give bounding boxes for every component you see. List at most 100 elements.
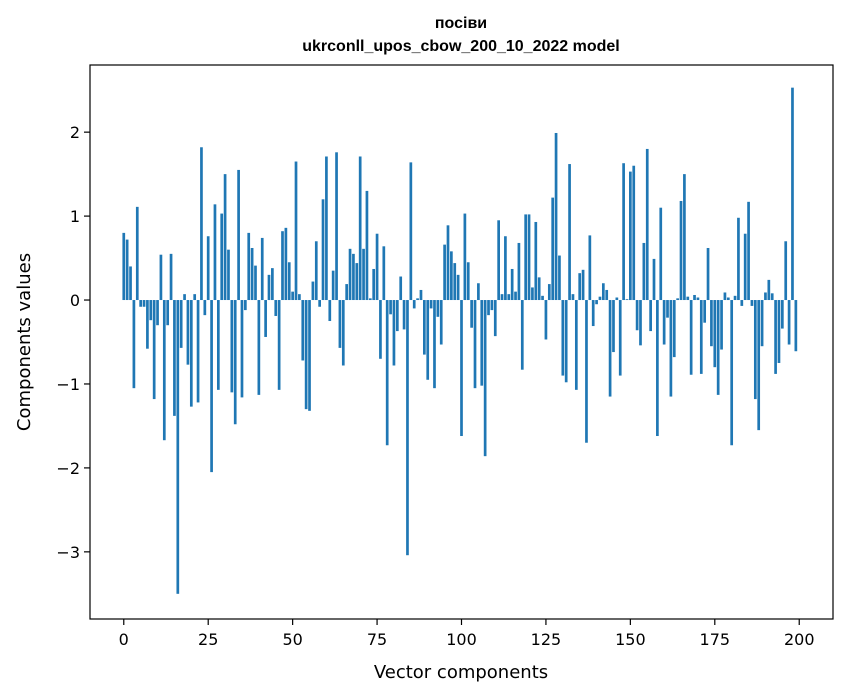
bar-component-153 <box>639 300 642 346</box>
bar-component-103 <box>470 300 473 328</box>
bar-component-12 <box>162 300 166 441</box>
bar-component-166 <box>683 174 686 301</box>
bar-component-97 <box>450 251 453 301</box>
bar-component-136 <box>581 269 585 301</box>
bar-component-51 <box>294 161 298 301</box>
bar-component-109 <box>490 300 494 311</box>
bar-component-80 <box>392 300 396 366</box>
bar-component-105 <box>477 283 480 301</box>
bar-component-194 <box>777 300 781 363</box>
bar-component-146 <box>615 297 619 301</box>
bar-component-49 <box>287 262 291 301</box>
bar-component-180 <box>730 300 734 446</box>
x-tick-label: 125 <box>531 630 562 649</box>
bar-component-57 <box>314 241 318 301</box>
bar-component-177 <box>720 300 723 350</box>
bar-component-158 <box>656 300 659 437</box>
bar-component-144 <box>608 300 612 397</box>
bar-component-45 <box>274 300 278 316</box>
bar-component-2 <box>129 266 132 301</box>
bar-component-17 <box>179 300 183 348</box>
bar-component-31 <box>227 249 230 301</box>
bar-component-138 <box>588 235 592 301</box>
bar-component-93 <box>436 300 440 317</box>
bar-component-91 <box>429 300 433 309</box>
bar-component-155 <box>645 148 649 301</box>
bar-component-114 <box>507 294 511 301</box>
bar-component-85 <box>409 162 413 301</box>
bar-component-160 <box>662 300 666 345</box>
bar-component-101 <box>463 213 467 301</box>
bar-component-139 <box>591 300 595 327</box>
bar-component-44 <box>271 268 274 301</box>
bar-component-168 <box>689 300 693 375</box>
bar-component-99 <box>456 274 460 301</box>
bar-component-37 <box>247 232 251 301</box>
y-tick-label: −2 <box>56 459 80 478</box>
bar-component-72 <box>365 190 369 301</box>
bar-group <box>122 87 798 594</box>
bar-component-71 <box>362 248 365 301</box>
bar-component-53 <box>301 300 305 361</box>
bar-component-149 <box>625 299 629 301</box>
bar-component-145 <box>612 300 615 353</box>
bar-component-3 <box>132 300 136 389</box>
bar-component-59 <box>321 199 325 301</box>
bar-component-106 <box>480 300 484 386</box>
bar-component-121 <box>531 287 534 301</box>
bar-component-191 <box>767 279 771 301</box>
bar-component-24 <box>203 300 207 316</box>
bar-component-112 <box>500 294 504 301</box>
bar-component-67 <box>348 248 352 301</box>
chart-title-line-2: ukrconll_upos_cbow_200_10_2022 model <box>302 38 619 55</box>
bar-component-8 <box>149 300 153 321</box>
bar-component-124 <box>541 295 544 301</box>
bar-component-135 <box>578 273 582 301</box>
bar-component-189 <box>760 300 764 347</box>
bar-component-78 <box>385 300 389 446</box>
chart-title-line-1: посіви <box>435 15 487 32</box>
bar-component-13 <box>166 300 170 326</box>
x-tick-label: 175 <box>700 630 731 649</box>
bar-component-66 <box>345 284 349 301</box>
x-tick-label: 75 <box>367 630 387 649</box>
bar-component-18 <box>183 294 186 301</box>
bar-component-38 <box>250 247 254 301</box>
bar-component-192 <box>770 293 774 301</box>
bar-component-50 <box>291 291 294 301</box>
bar-component-4 <box>135 206 139 301</box>
bar-component-122 <box>534 221 538 301</box>
bar-component-183 <box>740 300 744 306</box>
bar-component-178 <box>723 292 727 301</box>
bar-component-174 <box>710 300 713 347</box>
bar-component-90 <box>426 300 430 380</box>
bar-component-104 <box>473 300 477 389</box>
x-tick-label: 25 <box>198 630 218 649</box>
bar-component-190 <box>764 292 767 301</box>
bar-component-172 <box>703 300 707 323</box>
bar-component-133 <box>571 294 575 301</box>
x-tick-label: 100 <box>446 630 477 649</box>
x-axis-label: Vector components <box>374 662 548 683</box>
bar-component-46 <box>277 300 281 390</box>
bar-component-34 <box>237 169 240 301</box>
bar-component-16 <box>176 300 180 594</box>
bar-component-129 <box>558 255 561 301</box>
bar-component-76 <box>379 300 382 359</box>
bar-component-47 <box>281 231 284 301</box>
bar-component-39 <box>254 265 257 301</box>
bar-component-163 <box>672 300 676 358</box>
bar-component-173 <box>706 247 710 301</box>
bar-component-169 <box>693 294 696 301</box>
bar-component-199 <box>794 300 798 352</box>
bar-component-171 <box>699 300 703 374</box>
bar-component-188 <box>757 300 761 431</box>
bar-component-63 <box>335 152 338 301</box>
bar-component-98 <box>453 263 457 301</box>
bar-component-73 <box>368 298 372 301</box>
bar-component-0 <box>122 232 126 301</box>
bar-component-28 <box>216 300 220 390</box>
bar-component-187 <box>753 300 757 400</box>
bar-component-5 <box>139 300 143 307</box>
